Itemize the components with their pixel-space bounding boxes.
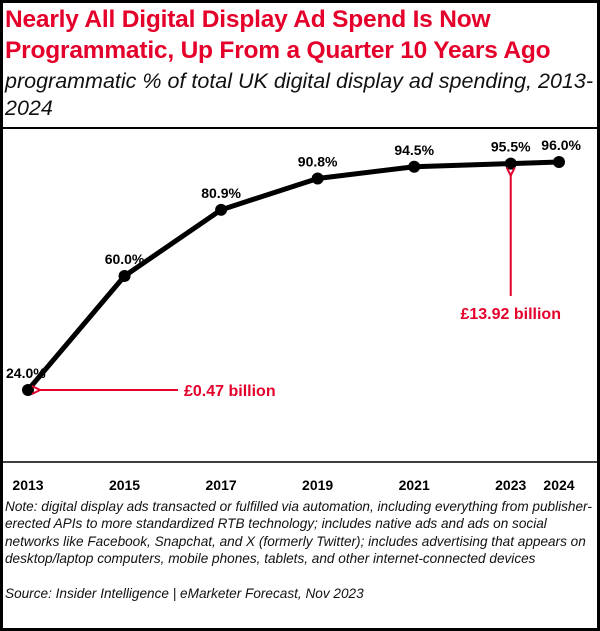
x-tick-label: 2021 bbox=[399, 477, 430, 493]
series-line bbox=[25, 159, 562, 393]
data-label: 94.5% bbox=[394, 142, 434, 158]
data-label: 80.9% bbox=[201, 185, 241, 201]
chart-note: Note: digital display ads transacted or … bbox=[5, 499, 592, 566]
data-label: 24.0% bbox=[6, 365, 46, 381]
data-point bbox=[553, 156, 565, 168]
x-tick-label: 2019 bbox=[302, 477, 333, 493]
data-point bbox=[408, 160, 421, 173]
annotation-label: £0.47 billion bbox=[184, 383, 276, 400]
data-point bbox=[504, 157, 517, 170]
chart-subtitle: programmatic % of total UK digital displ… bbox=[5, 69, 593, 120]
chart-source: Source: Insider Intelligence | eMarketer… bbox=[5, 586, 364, 601]
data-point bbox=[311, 172, 324, 185]
data-point bbox=[118, 270, 131, 282]
data-label: 96.0% bbox=[541, 137, 581, 153]
annotation-label: £13.92 billion bbox=[460, 306, 560, 323]
x-tick-label: 2015 bbox=[109, 477, 140, 493]
data-label: 90.8% bbox=[298, 153, 338, 169]
x-tick-label: 2013 bbox=[12, 477, 43, 493]
chart-title: Nearly All Digital Display Ad Spend Is N… bbox=[5, 6, 551, 64]
x-tick-label: 2017 bbox=[206, 477, 237, 493]
data-point bbox=[22, 384, 34, 396]
data-point bbox=[215, 203, 228, 216]
x-tick-label: 2023 bbox=[495, 477, 526, 493]
x-tick-label: 2024 bbox=[543, 477, 574, 493]
header-divider bbox=[0, 127, 597, 129]
data-label: 60.0% bbox=[105, 251, 145, 267]
data-label: 95.5% bbox=[491, 139, 531, 155]
